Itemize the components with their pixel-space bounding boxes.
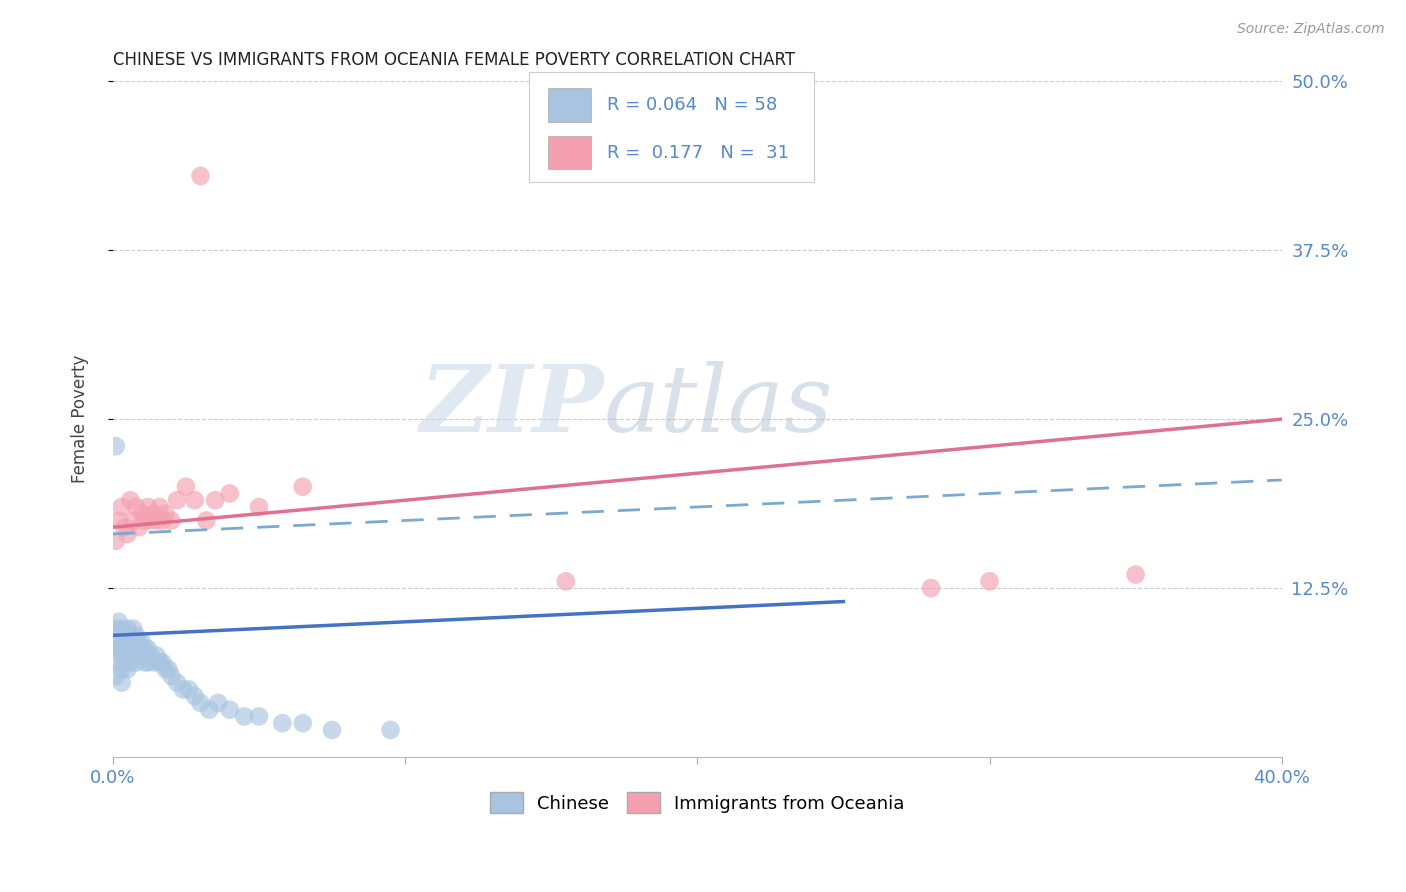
Point <box>139 514 162 528</box>
Point <box>247 500 270 514</box>
Point <box>136 641 159 656</box>
Point <box>291 716 314 731</box>
Point <box>157 662 180 676</box>
Point <box>204 493 226 508</box>
Y-axis label: Female Poverty: Female Poverty <box>72 355 89 483</box>
Point <box>380 723 402 737</box>
Point <box>107 656 129 670</box>
Point <box>1125 567 1147 582</box>
Point <box>183 493 205 508</box>
Point <box>291 480 314 494</box>
Point <box>125 641 148 656</box>
Point <box>190 696 212 710</box>
Point <box>114 641 136 656</box>
Point <box>117 527 139 541</box>
Point <box>195 514 218 528</box>
Text: R = 0.064   N = 58: R = 0.064 N = 58 <box>607 96 778 114</box>
Point <box>114 520 136 534</box>
Point <box>110 635 132 649</box>
Point <box>149 500 172 514</box>
Point <box>139 648 162 663</box>
Point <box>114 628 136 642</box>
Point <box>128 635 150 649</box>
Point <box>104 669 127 683</box>
Point <box>110 500 132 514</box>
Point <box>120 641 142 656</box>
Point <box>110 648 132 663</box>
Legend: Chinese, Immigrants from Oceania: Chinese, Immigrants from Oceania <box>481 783 914 822</box>
Point <box>125 500 148 514</box>
Point <box>107 628 129 642</box>
Point <box>160 514 183 528</box>
Point <box>104 641 127 656</box>
Point <box>122 648 145 663</box>
Point <box>177 682 200 697</box>
Point <box>120 628 142 642</box>
Point <box>107 615 129 629</box>
Point <box>198 703 221 717</box>
Point <box>145 514 167 528</box>
Point <box>166 493 188 508</box>
Point <box>172 682 194 697</box>
Point <box>104 439 127 453</box>
Point <box>321 723 343 737</box>
Point <box>174 480 197 494</box>
Point <box>233 709 256 723</box>
Point <box>117 662 139 676</box>
Point <box>120 656 142 670</box>
Point <box>122 635 145 649</box>
Point <box>110 622 132 636</box>
Point <box>155 507 177 521</box>
Point <box>920 581 942 595</box>
Point <box>142 656 165 670</box>
Point <box>117 635 139 649</box>
Point <box>104 622 127 636</box>
Point <box>125 656 148 670</box>
Point <box>134 641 156 656</box>
Point <box>128 648 150 663</box>
Point <box>979 574 1001 589</box>
Point <box>247 709 270 723</box>
Point <box>117 622 139 636</box>
Point <box>120 493 142 508</box>
Text: atlas: atlas <box>603 360 834 450</box>
Point <box>122 514 145 528</box>
Point <box>145 648 167 663</box>
Point <box>131 507 153 521</box>
Point <box>122 622 145 636</box>
Point <box>117 648 139 663</box>
Point <box>190 169 212 183</box>
Point <box>134 656 156 670</box>
Point <box>149 656 172 670</box>
Point <box>152 514 174 528</box>
Point <box>104 533 127 548</box>
Point <box>142 507 165 521</box>
Point <box>152 656 174 670</box>
Point <box>166 675 188 690</box>
Text: ZIP: ZIP <box>419 360 603 450</box>
Point <box>131 648 153 663</box>
Point <box>160 669 183 683</box>
Point <box>218 703 240 717</box>
Point <box>136 656 159 670</box>
Point <box>183 689 205 703</box>
Point <box>134 514 156 528</box>
Text: Source: ZipAtlas.com: Source: ZipAtlas.com <box>1237 22 1385 37</box>
Point <box>110 675 132 690</box>
Point <box>107 641 129 656</box>
Point <box>218 486 240 500</box>
Point <box>110 662 132 676</box>
Point <box>554 574 576 589</box>
Point <box>155 662 177 676</box>
Point <box>136 500 159 514</box>
Point <box>271 716 294 731</box>
Point <box>207 696 229 710</box>
Point <box>125 628 148 642</box>
Point <box>131 635 153 649</box>
Text: R =  0.177   N =  31: R = 0.177 N = 31 <box>607 144 789 161</box>
Point <box>128 520 150 534</box>
Point <box>114 656 136 670</box>
Text: CHINESE VS IMMIGRANTS FROM OCEANIA FEMALE POVERTY CORRELATION CHART: CHINESE VS IMMIGRANTS FROM OCEANIA FEMAL… <box>112 51 794 69</box>
Point <box>107 514 129 528</box>
